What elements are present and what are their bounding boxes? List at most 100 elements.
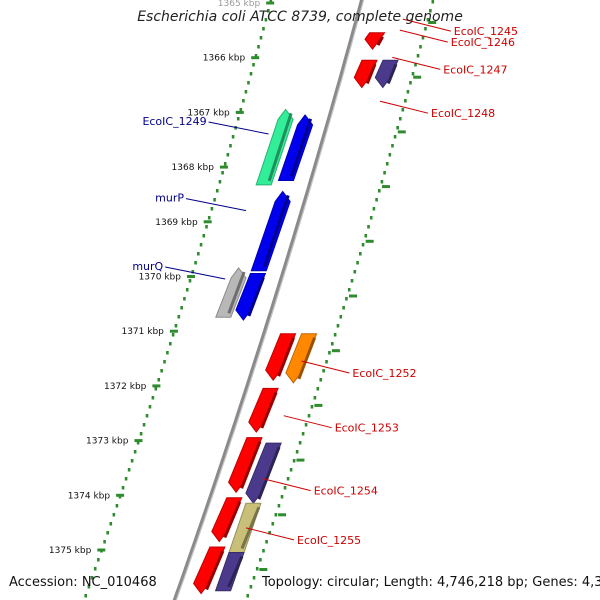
gene-label-line bbox=[262, 478, 311, 492]
tick-dot bbox=[398, 117, 402, 121]
gene-label-line bbox=[399, 29, 448, 43]
tick-dot bbox=[199, 243, 203, 247]
tick-dot bbox=[229, 144, 232, 148]
tick-dot bbox=[183, 297, 186, 301]
tick-dot bbox=[406, 90, 410, 94]
tick-dot bbox=[191, 270, 195, 274]
tick-dot bbox=[268, 531, 271, 535]
tick-dot bbox=[142, 423, 146, 427]
tick-dot bbox=[375, 198, 378, 202]
gene-feature-shade bbox=[262, 195, 290, 268]
kbp-tick bbox=[251, 56, 260, 60]
tick-dot bbox=[411, 72, 415, 76]
tick-dot bbox=[380, 180, 384, 184]
tick-dot bbox=[145, 414, 149, 418]
kbp-tick-label: 1373 kbp bbox=[86, 437, 129, 447]
gene-feature-shade bbox=[297, 337, 317, 380]
tick-dot bbox=[262, 27, 265, 31]
gene-feature-shade bbox=[240, 506, 261, 550]
gene-feature bbox=[228, 437, 263, 494]
gene-label: EcoIC_1254 bbox=[314, 485, 378, 498]
gene-label: EcoIC_1253 bbox=[335, 422, 399, 435]
gene-label: EcoIC_1247 bbox=[443, 63, 507, 76]
gene-feature-shade bbox=[260, 391, 278, 429]
tick-dot bbox=[325, 360, 328, 364]
tick-dot bbox=[252, 576, 256, 580]
tick-dot bbox=[197, 252, 200, 256]
tick-dot bbox=[280, 495, 284, 499]
tick-dot bbox=[426, 18, 430, 22]
tick-dot bbox=[247, 81, 250, 85]
tick-dot bbox=[353, 270, 357, 274]
tick-dot bbox=[277, 504, 281, 508]
tick-dot bbox=[194, 261, 197, 265]
gene-feature-shade bbox=[205, 550, 225, 591]
kbp-tick-label: 1368 kbp bbox=[172, 163, 215, 173]
backbone-highlight bbox=[175, 0, 365, 600]
map-title: Escherichia coli ATCC 8739, complete gen… bbox=[137, 9, 463, 25]
tick-dot bbox=[345, 297, 348, 301]
tick-dot bbox=[252, 63, 255, 67]
tick-dot bbox=[361, 243, 365, 247]
tick-dot bbox=[271, 522, 275, 526]
tick-dot bbox=[292, 459, 296, 463]
tick-dot bbox=[289, 468, 293, 472]
tick-dot bbox=[133, 450, 137, 454]
gene-feature bbox=[193, 546, 226, 595]
tick-dot bbox=[383, 171, 386, 175]
tick-dot bbox=[174, 324, 178, 328]
gene-label-line bbox=[379, 100, 429, 114]
gene-feature bbox=[255, 108, 294, 186]
gene-label: EcoIC_1246 bbox=[451, 36, 515, 49]
tick-dot bbox=[157, 378, 161, 382]
gene-label-line bbox=[392, 56, 441, 70]
tick-dot bbox=[367, 225, 370, 229]
gene-feature bbox=[215, 267, 247, 318]
gene-feature bbox=[364, 32, 386, 51]
kbp-tick bbox=[169, 329, 178, 333]
gene-label: murP bbox=[155, 192, 184, 205]
tick-dot bbox=[242, 99, 245, 103]
tick-dot bbox=[409, 81, 412, 85]
kbp-tick-label: 1370 kbp bbox=[139, 273, 182, 283]
tick-dot bbox=[259, 36, 263, 40]
tick-dot bbox=[171, 333, 175, 337]
tick-dot bbox=[136, 441, 140, 445]
gene-label-line bbox=[402, 18, 451, 32]
kbp-tick-outer bbox=[278, 513, 287, 517]
tick-dot bbox=[377, 189, 381, 193]
tick-dot bbox=[185, 288, 189, 292]
tick-dot bbox=[139, 432, 143, 436]
tick-dot bbox=[396, 126, 399, 130]
tick-dot bbox=[127, 468, 131, 472]
tick-dot bbox=[239, 108, 243, 112]
tick-dot bbox=[236, 117, 240, 121]
gene-feature-shade bbox=[365, 63, 377, 85]
kbp-tick-outer bbox=[428, 21, 437, 24]
gene-feature-shade bbox=[290, 118, 313, 177]
backbone-line bbox=[172, 0, 365, 600]
kbp-tick-label: 1371 kbp bbox=[121, 327, 164, 337]
kbp-tick-label: 1375 kbp bbox=[49, 546, 92, 556]
kbp-tick bbox=[235, 110, 244, 114]
tick-dot bbox=[87, 585, 91, 589]
gene-feature bbox=[374, 59, 399, 89]
tick-dot bbox=[429, 9, 432, 13]
tick-dot bbox=[295, 450, 299, 454]
kbp-tick-outer bbox=[348, 294, 357, 298]
gene-label-line bbox=[208, 121, 269, 135]
tick-dot bbox=[180, 306, 183, 310]
tick-dot bbox=[151, 396, 155, 400]
tick-dot bbox=[265, 540, 268, 544]
gene-feature bbox=[265, 333, 297, 382]
tick-dot bbox=[221, 171, 224, 175]
tick-dot bbox=[298, 441, 302, 445]
gene-label-line bbox=[245, 527, 295, 541]
gene-feature-shade bbox=[267, 112, 293, 182]
tick-dot bbox=[257, 45, 260, 49]
kbp-tick bbox=[186, 275, 195, 278]
tick-dot bbox=[431, 0, 435, 4]
tick-dot bbox=[274, 513, 278, 517]
tick-dot bbox=[388, 153, 392, 157]
